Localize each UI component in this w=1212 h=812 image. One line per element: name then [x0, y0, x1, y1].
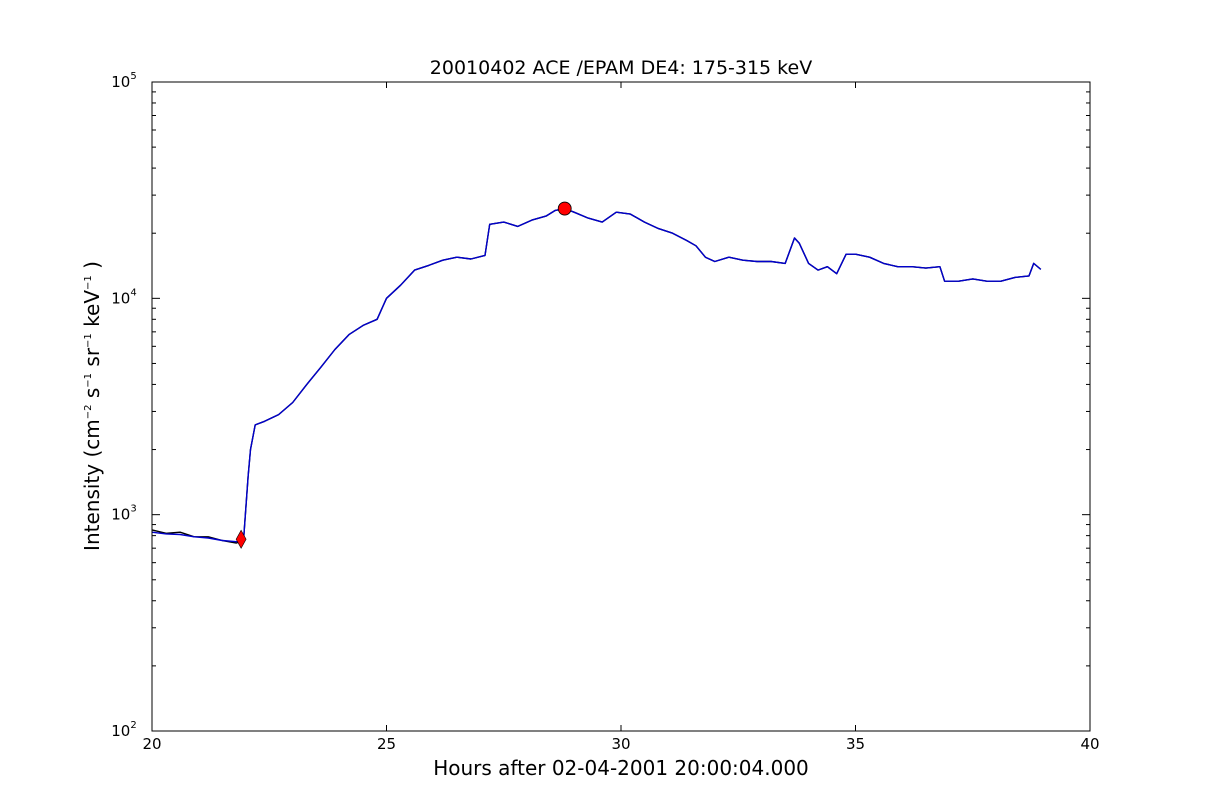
y-axis-label: Intensity (cm−2 s−1 sr−1 keV−1 ) — [80, 261, 104, 551]
y-tick-label: 104 — [111, 287, 136, 307]
x-tick-label: 25 — [377, 735, 396, 753]
peak-marker — [557, 201, 572, 216]
plot-frame — [151, 81, 1091, 732]
y-tick-label: 103 — [111, 504, 136, 524]
y-tick-label: 102 — [111, 720, 136, 740]
x-axis-label: Hours after 02-04-2001 20:00:04.000 — [433, 756, 809, 780]
series-line-smoothed — [151, 207, 1042, 543]
y-tick-label: 105 — [111, 71, 136, 91]
chart-title: 20010402 ACE /EPAM DE4: 175-315 keV — [430, 57, 812, 79]
x-tick-label: 20 — [142, 735, 161, 753]
x-tick-label: 30 — [611, 735, 630, 753]
series-layer — [151, 207, 1042, 544]
series-line-raw — [151, 207, 1042, 544]
tick-layer: 20 25 30 35 40 102 103 104 105 — [111, 71, 1099, 753]
x-tick-label: 40 — [1080, 735, 1099, 753]
x-tick-label: 35 — [846, 735, 865, 753]
onset-marker — [235, 529, 247, 549]
marker-layer — [235, 201, 572, 549]
